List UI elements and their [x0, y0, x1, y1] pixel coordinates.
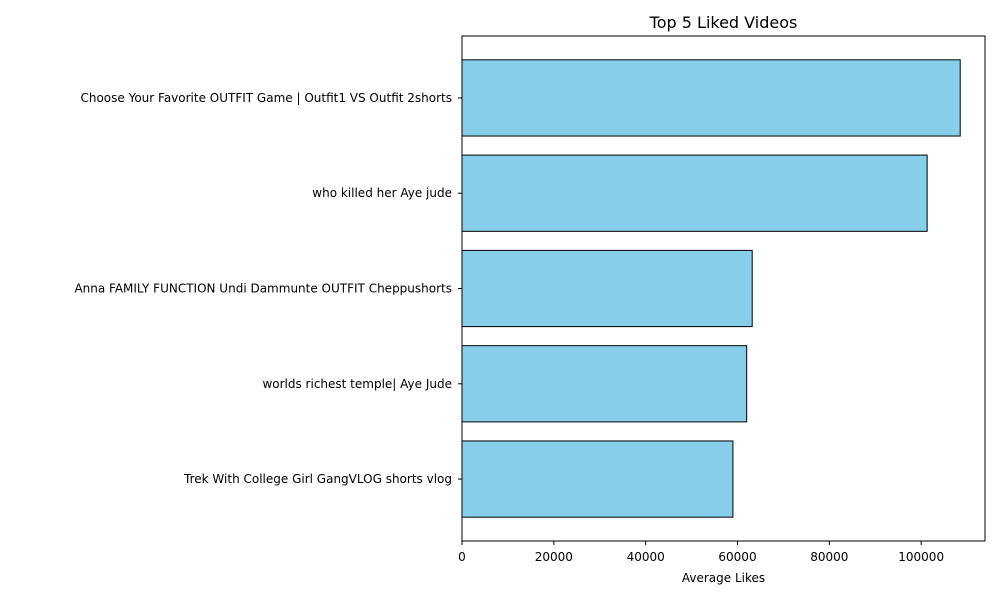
bar-2	[461, 154, 928, 232]
x-tick-label: 0	[458, 550, 466, 564]
bar-1	[461, 59, 961, 137]
bars-group	[461, 59, 961, 518]
x-tick-label: 80000	[810, 550, 848, 564]
x-tick-label: 40000	[627, 550, 665, 564]
y-tick-label: Trek With College Girl GangVLOG shorts v…	[183, 472, 452, 486]
bar-4	[461, 345, 748, 423]
y-axis-ticks: Choose Your Favorite OUTFIT Game | Outfi…	[74, 91, 462, 486]
y-tick-label: who killed her Aye jude	[312, 186, 452, 200]
x-tick-label: 100000	[898, 550, 944, 564]
x-axis-label: Average Likes	[682, 571, 765, 585]
x-axis-ticks: 0 20000 40000 60000 80000 100000	[458, 541, 944, 564]
bar-3	[461, 249, 753, 328]
bar-5	[461, 440, 734, 518]
chart-title: Top 5 Liked Videos	[649, 13, 798, 32]
x-tick-label: 20000	[535, 550, 573, 564]
x-tick-label: 60000	[718, 550, 756, 564]
y-tick-label: Anna FAMILY FUNCTION Undi Dammunte OUTFI…	[74, 282, 452, 296]
plot-frame	[461, 35, 986, 542]
y-tick-label: Choose Your Favorite OUTFIT Game | Outfi…	[80, 91, 452, 105]
y-tick-label: worlds richest temple| Aye Jude	[262, 377, 452, 391]
